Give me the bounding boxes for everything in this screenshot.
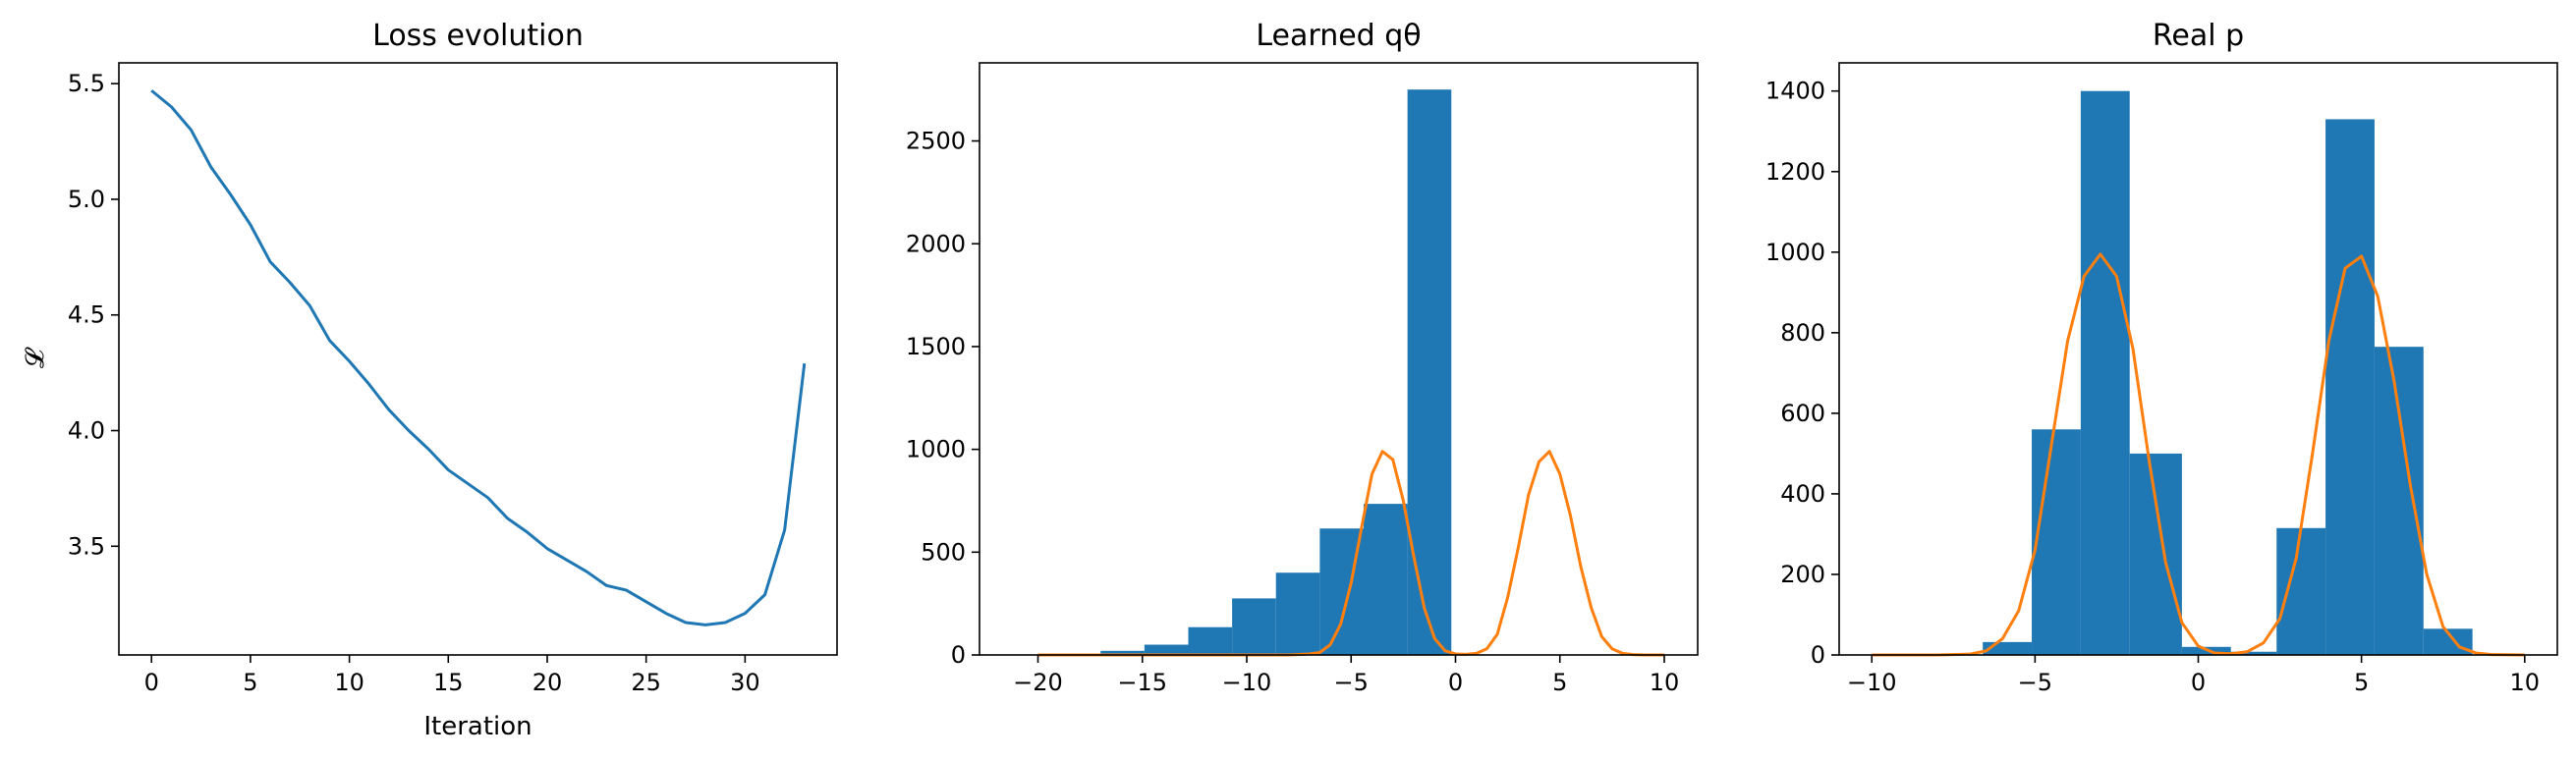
y-tick-label: 1000 [1765, 239, 1825, 266]
y-tick-label: 400 [1780, 480, 1825, 508]
loss-line [150, 89, 807, 626]
axes-frame [118, 62, 838, 656]
histogram-bar [2080, 90, 2130, 655]
chart-title: Learned qθ [1256, 19, 1421, 53]
y-tick-label: 2000 [906, 230, 966, 257]
loss-evolution-chart: 0 5 10 15 20 25 30 3.5 4.0 4.5 5.0 5.5 Loss evolutio… [21, 19, 838, 741]
y-tick-label: 3.5 [68, 532, 105, 560]
y-tick-label: 600 [1780, 400, 1825, 427]
histogram-bar [1100, 650, 1145, 655]
y-tick-label: 1400 [1765, 78, 1825, 105]
histogram-bar [2276, 527, 2326, 655]
histogram-bar [1364, 504, 1408, 655]
y-tick-label: 0 [1811, 641, 1825, 669]
y-axis-label: 𝓛 [21, 347, 50, 368]
y-tick-label: 800 [1780, 319, 1825, 347]
y-tick-label: 5.0 [68, 186, 105, 213]
y-tick-label: 1000 [906, 436, 966, 463]
x-tick-label: 0 [2191, 669, 2206, 696]
axes-frame [979, 62, 1699, 656]
histogram-bar [1275, 572, 1320, 655]
x-tick-label: 25 [631, 669, 661, 696]
histogram-bar [2032, 429, 2081, 655]
x-tick-label: −5 [1334, 669, 1369, 696]
histogram-bar [1232, 598, 1276, 655]
x-tick-label: −15 [1117, 669, 1167, 696]
density-curve [1872, 252, 2525, 657]
x-tick-label: 20 [532, 669, 563, 696]
x-tick-label: −10 [1222, 669, 1272, 696]
y-tick-label: 5.5 [68, 70, 105, 97]
real-p-chart: −10 −5 0 5 10 0 200 400 600 800 1000 1200 1400 Real p [1765, 19, 2558, 696]
y-tick-label: 1500 [906, 333, 966, 360]
x-tick-label: 30 [730, 669, 760, 696]
y-tick-label: 2500 [906, 128, 966, 155]
histogram-bar [2374, 347, 2424, 655]
histogram-bar [1188, 626, 1233, 655]
histogram-bar [2325, 119, 2375, 655]
x-axis-label: Iteration [423, 712, 532, 741]
y-tick-label: 200 [1780, 561, 1825, 588]
x-tick-label: 10 [334, 669, 364, 696]
y-tick-label: 500 [921, 538, 966, 566]
x-tick-label: −5 [2018, 669, 2052, 696]
x-tick-label: 10 [2509, 669, 2540, 696]
y-tick-label: 1200 [1765, 158, 1825, 186]
chart-title: Real p [2153, 19, 2244, 53]
x-tick-label: 15 [433, 669, 464, 696]
x-tick-label: −10 [1847, 669, 1897, 696]
histogram-bar [1144, 644, 1189, 655]
histogram-bar [2129, 453, 2182, 655]
chart-title: Loss evolution [372, 19, 584, 53]
x-tick-label: −20 [1013, 669, 1063, 696]
histogram-bar [2230, 651, 2277, 655]
axes-frame [1838, 62, 2558, 656]
x-tick-label: 0 [1448, 669, 1463, 696]
learned-q-chart: −20 −15 −10 −5 0 5 10 0 500 1000 1500 2000 2500 Learn… [906, 19, 1699, 696]
x-tick-label: 10 [1650, 669, 1680, 696]
histogram-bar [1407, 89, 1452, 655]
x-tick-label: 5 [2354, 669, 2369, 696]
x-tick-label: 5 [243, 669, 257, 696]
y-tick-label: 0 [951, 641, 966, 669]
x-tick-label: 5 [1552, 669, 1567, 696]
x-tick-label: 0 [144, 669, 159, 696]
y-tick-label: 4.0 [68, 417, 105, 445]
y-tick-label: 4.5 [68, 301, 105, 329]
